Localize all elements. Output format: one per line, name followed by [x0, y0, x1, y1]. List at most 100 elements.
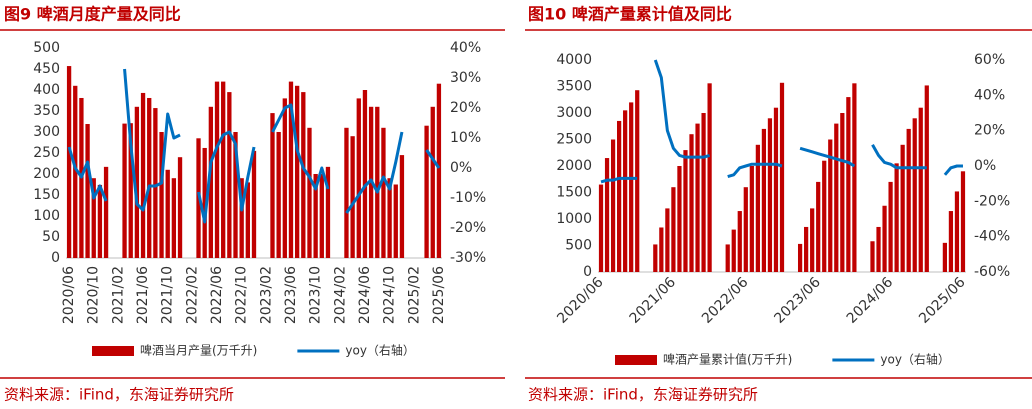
bar: [653, 244, 658, 272]
bar: [870, 241, 875, 272]
y2-tick-label: 40%: [450, 40, 481, 56]
y2-tick-label: 0%: [974, 158, 996, 174]
line: [67, 68, 441, 224]
bar: [159, 132, 164, 258]
y-tick-label: 1500: [556, 185, 592, 201]
bar: [942, 242, 947, 272]
x-tick-label: 2020/06: [61, 266, 77, 324]
bar: [288, 81, 294, 258]
bar: [85, 124, 90, 259]
bar: [294, 85, 300, 258]
bar: [954, 191, 960, 272]
bar: [797, 243, 803, 272]
bar: [430, 106, 435, 258]
bar: [707, 83, 712, 272]
y2-tick-label: 30%: [450, 70, 481, 86]
bar: [743, 187, 748, 272]
bar: [128, 123, 133, 259]
bar: [270, 113, 275, 258]
bar: [610, 139, 616, 272]
bar: [233, 132, 238, 258]
y2-tick-label: -20%: [450, 220, 486, 236]
y-tick-label: 50: [42, 229, 60, 245]
y-tick-label: 2500: [556, 132, 592, 148]
bar: [948, 211, 954, 272]
bar: [816, 181, 821, 272]
x-tick-label: 2024/02: [332, 266, 348, 324]
bar: [695, 123, 700, 272]
bar: [350, 136, 355, 258]
x-tick-label: 2023/06: [771, 274, 824, 327]
bar: [153, 108, 158, 258]
y-tick-label: 200: [33, 166, 60, 182]
bar: [251, 150, 257, 258]
y-tick-label: 400: [33, 82, 60, 98]
bar: [767, 118, 773, 272]
y-tick-label: 500: [565, 238, 592, 254]
bar: [737, 211, 742, 272]
x-tick-label: 2025/02: [406, 266, 422, 324]
bar: [834, 123, 839, 272]
x-tick-label: 2023/06: [283, 266, 299, 324]
y2-tick-label: -30%: [450, 250, 486, 266]
y2-tick-label: -60%: [974, 264, 1010, 280]
bar: [779, 82, 785, 272]
legend-label: 啤酒当月产量(万千升): [140, 343, 257, 358]
bar: [399, 155, 405, 258]
bar: [356, 98, 361, 259]
legend-label: yoy（右轴）: [880, 352, 950, 367]
bar: [381, 127, 386, 258]
bar: [924, 85, 929, 272]
y-tick-label: 350: [33, 103, 60, 119]
bar: [876, 226, 881, 272]
y-tick-label: 3000: [556, 105, 592, 121]
y2-tick-label: 60%: [974, 52, 1005, 68]
bar: [683, 150, 688, 272]
bar: [362, 90, 368, 258]
x-tick-label: 2021/06: [135, 266, 151, 324]
bar: [66, 66, 72, 258]
bar: [810, 208, 815, 272]
bar: [301, 92, 306, 258]
bar: [73, 85, 78, 258]
y-tick-label: 150: [33, 187, 60, 203]
x-tick-label: 2020/06: [554, 274, 607, 327]
bar: [629, 102, 634, 273]
bar: [960, 171, 966, 272]
bar: [147, 97, 152, 258]
y-tick-label: 100: [33, 208, 60, 224]
y-tick-label: 4000: [556, 52, 592, 68]
bar: [852, 83, 857, 272]
y2-tick-label: 10%: [450, 130, 481, 146]
bar: [276, 132, 281, 258]
x-tick-label: 2021/10: [160, 266, 176, 324]
bar: [701, 113, 706, 272]
bar: [375, 106, 380, 258]
bar: [840, 113, 845, 272]
bar: [313, 174, 318, 258]
bar: [214, 81, 220, 258]
chart-title: 图10 啤酒产量累计值及同比: [528, 5, 732, 24]
x-tick-label: 2024/06: [357, 266, 373, 324]
x-tick-label: 2020/10: [86, 266, 102, 324]
y-tick-label: 450: [33, 61, 60, 77]
y-tick-label: 2000: [556, 158, 592, 174]
x-tick-label: 2021/02: [110, 266, 126, 324]
legend-label: yoy（右轴）: [345, 343, 415, 358]
bar: [912, 118, 917, 272]
bar: [665, 208, 670, 272]
line: [600, 59, 963, 184]
y2-tick-label: -20%: [974, 193, 1010, 209]
bar: [731, 229, 736, 272]
y2-tick-label: 40%: [974, 87, 1005, 103]
y-tick-label: 3500: [556, 79, 592, 95]
bar: [617, 120, 622, 272]
bar: [424, 125, 429, 258]
y-tick-label: 0: [583, 264, 592, 280]
bar: [677, 166, 682, 272]
y-tick-label: 300: [33, 124, 60, 140]
bar: [103, 166, 109, 258]
bar: [91, 178, 96, 258]
bar: [282, 98, 287, 259]
bar: [245, 182, 250, 258]
